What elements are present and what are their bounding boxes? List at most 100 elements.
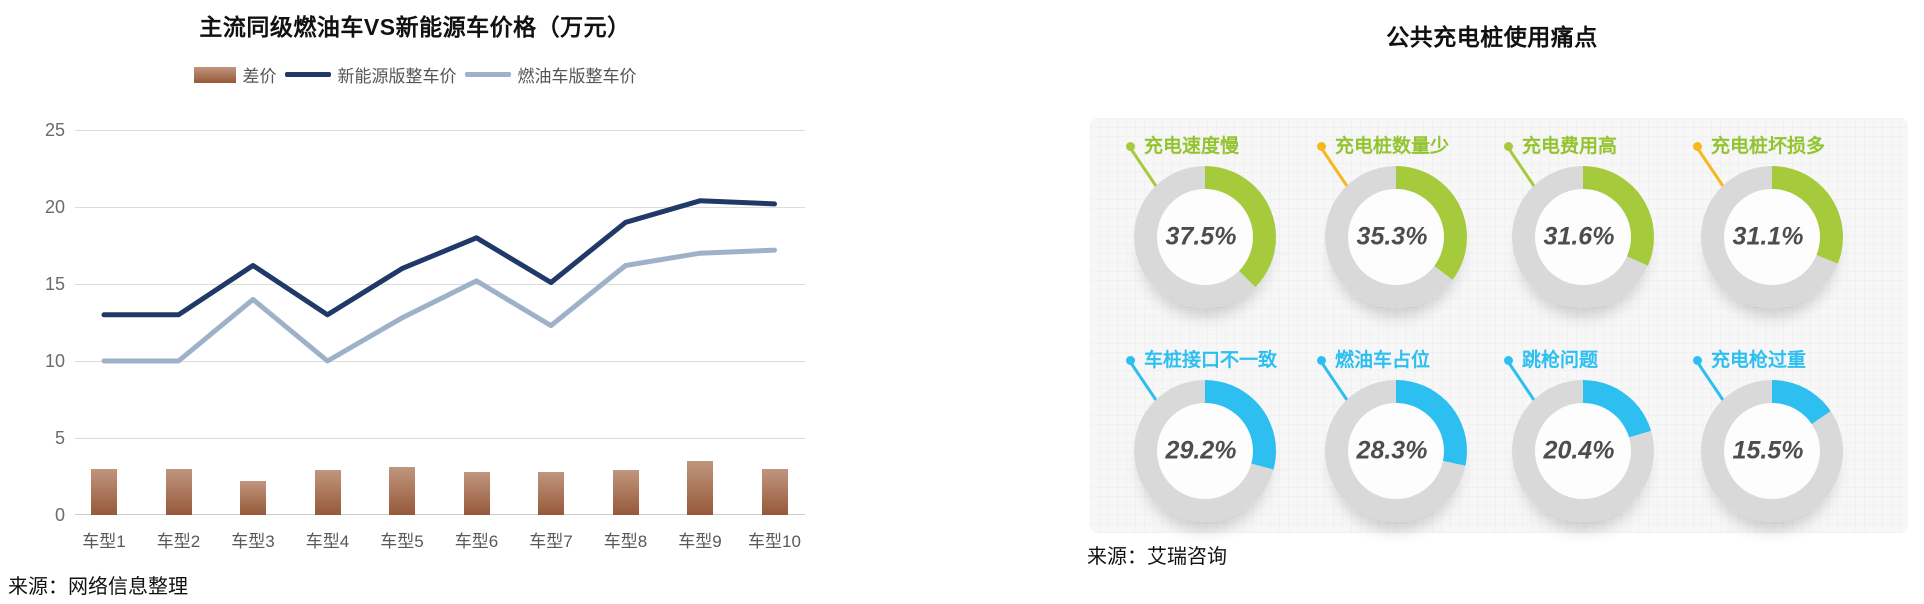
donut-value: 20.4%: [1543, 436, 1615, 465]
x-axis-label: 车型3: [231, 532, 275, 551]
x-axis-label: 车型4: [305, 532, 350, 551]
x-axis-label: 车型7: [529, 532, 573, 551]
callout-dot: [1126, 142, 1135, 151]
x-axis-label: 车型2: [156, 532, 201, 551]
diff-bar: [463, 471, 490, 515]
pain-point-cell: 充电费用高 31.6%: [1500, 128, 1692, 336]
pain-point-cell: 燃油车占位 28.3%: [1313, 342, 1505, 550]
pain-point-label: 车桩接口不一致: [1144, 350, 1278, 371]
x-axis-label: 车型9: [678, 532, 722, 551]
donut-chart: 28.3%: [1325, 380, 1467, 522]
diff-bar: [538, 471, 564, 515]
donut-chart: 31.1%: [1701, 166, 1843, 308]
pain-point-cell: 充电枪过重 15.5%: [1689, 342, 1881, 550]
line-燃油车版整车价: [101, 247, 777, 364]
donut-hole: [1535, 189, 1631, 285]
gridline-15: [75, 284, 805, 285]
callout-dot: [1693, 142, 1702, 151]
diff-bar: [761, 468, 788, 515]
y-axis-tick-label: 15: [44, 274, 65, 294]
legend-item: 燃油车版整车价: [464, 62, 637, 87]
callout-line: [1507, 361, 1538, 405]
price-lines-svg: [101, 198, 777, 364]
legend-label: 差价: [242, 67, 277, 86]
pain-point-label: 充电费用高: [1522, 136, 1618, 157]
donut-chart: 31.6%: [1512, 166, 1654, 308]
pain-point-cell: 充电桩坏损多 31.1%: [1689, 128, 1881, 336]
donut-chart: 37.5%: [1134, 166, 1276, 308]
legend-item: 新能源版整车价: [284, 62, 457, 87]
donut-value: 15.5%: [1732, 436, 1804, 465]
pain-point-cell: 充电速度慢 37.5%: [1122, 128, 1314, 336]
callout-dot: [1317, 356, 1326, 365]
y-axis-tick-label: 10: [44, 351, 65, 371]
callout-line: [1320, 361, 1351, 405]
left-chart-title: 主流同级燃油车VS新能源车价格（万元）: [199, 14, 631, 40]
y-axis-tick-label: 20: [44, 197, 65, 217]
legend-line-swatch: [284, 72, 331, 77]
gridline-10: [75, 361, 805, 362]
left-chart-plot-area: 25 20 15 10 5 0 车型1 车型2 车型3 车型4 车型5 车型6 车型7 车型8 车型9 车型1…: [45, 120, 805, 551]
legend-label: 燃油车版整车价: [517, 67, 637, 86]
diff-bar: [165, 468, 192, 515]
callout-dot: [1693, 356, 1702, 365]
x-axis-label: 车型8: [603, 532, 648, 551]
y-axis-tick-label: 0: [54, 505, 65, 525]
pain-points-panel: 充电速度慢 37.5% 充电桩数量少 35.3% 充电费用高 31.6% 充电桩坏损多 31.…: [1090, 118, 1908, 533]
donut-value: 31.6%: [1543, 222, 1615, 251]
y-axis-tick-label: 25: [44, 120, 65, 140]
donut-value: 31.1%: [1732, 222, 1804, 251]
pain-point-cell: 充电桩数量少 35.3%: [1313, 128, 1505, 336]
x-axis-label: 车型10: [748, 532, 801, 551]
right-chart-source: 来源：艾瑞咨询: [1087, 546, 1227, 568]
donut-value: 29.2%: [1165, 436, 1237, 465]
x-axis-label: 车型6: [454, 532, 499, 551]
diff-bar: [687, 461, 713, 515]
callout-line: [1129, 361, 1160, 405]
pain-point-label: 充电速度慢: [1144, 136, 1240, 157]
pain-point-label: 跳枪问题: [1522, 350, 1599, 371]
diff-bar: [91, 468, 117, 515]
donut-chart: 29.2%: [1134, 380, 1276, 522]
callout-dot: [1504, 356, 1513, 365]
callout-line: [1696, 361, 1727, 405]
donut-hole: [1348, 189, 1444, 285]
y-axis-tick-label: 5: [54, 428, 65, 448]
gridline-25: [75, 130, 805, 131]
line-新能源版整车价: [101, 198, 777, 318]
donut-value: 35.3%: [1356, 222, 1428, 251]
callout-dot: [1504, 142, 1513, 151]
callout-line: [1129, 147, 1160, 191]
donut-hole: [1157, 403, 1253, 499]
pain-point-label: 充电桩数量少: [1335, 136, 1450, 157]
pain-point-label: 充电桩坏损多: [1711, 136, 1826, 157]
callout-dot: [1126, 356, 1135, 365]
legend-item: 差价: [193, 62, 277, 87]
callout-line: [1696, 147, 1727, 191]
diff-bar: [240, 481, 266, 515]
pain-point-cell: 跳枪问题 20.4%: [1500, 342, 1692, 550]
donut-hole: [1535, 403, 1631, 499]
left-chart-legend: 差价 新能源版整车价 燃油车版整车价: [0, 62, 830, 87]
diff-bar: [389, 467, 415, 515]
pain-point-label: 燃油车占位: [1335, 350, 1431, 371]
x-axis-label: 车型1: [82, 532, 126, 551]
legend-bar-swatch: [193, 66, 236, 83]
gridline-0: [75, 514, 805, 515]
gridline-5: [75, 438, 805, 439]
pain-point-cell: 车桩接口不一致 29.2%: [1122, 342, 1314, 550]
donut-hole: [1724, 403, 1820, 499]
callout-line: [1320, 147, 1351, 191]
callout-dot: [1317, 142, 1326, 151]
donut-value: 28.3%: [1356, 436, 1428, 465]
left-chart-source: 来源：网络信息整理: [8, 576, 188, 598]
legend-label: 新能源版整车价: [337, 67, 457, 86]
callout-line: [1507, 147, 1538, 191]
donut-chart: 35.3%: [1325, 166, 1467, 308]
pain-point-label: 充电枪过重: [1711, 350, 1807, 371]
donut-chart: 20.4%: [1512, 380, 1654, 522]
gridline-20: [75, 207, 805, 208]
diff-bar: [314, 470, 341, 515]
donut-hole: [1348, 403, 1444, 499]
